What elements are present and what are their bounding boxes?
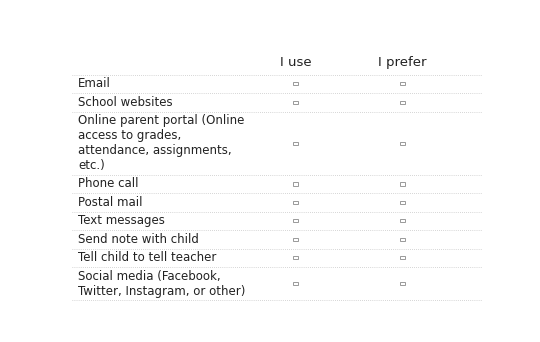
Bar [293, 101, 298, 104]
Bar [293, 256, 298, 260]
Bar [400, 82, 405, 86]
Text: Phone call: Phone call [78, 177, 138, 190]
Bar [400, 256, 405, 260]
Text: Send note with child: Send note with child [78, 233, 199, 246]
Bar [293, 182, 298, 185]
Text: Tell child to tell teacher: Tell child to tell teacher [78, 251, 217, 264]
Bar [293, 238, 298, 241]
Text: Twitter, Instagram, or other): Twitter, Instagram, or other) [78, 285, 245, 298]
Bar [293, 142, 298, 145]
Bar [293, 282, 298, 285]
Text: attendance, assignments,: attendance, assignments, [78, 144, 232, 157]
Text: Text messages: Text messages [78, 214, 165, 227]
Bar [400, 219, 405, 222]
Bar [400, 142, 405, 145]
Text: access to grades,: access to grades, [78, 129, 181, 142]
Text: Email: Email [78, 77, 111, 90]
Bar [400, 182, 405, 185]
Text: Social media (Facebook,: Social media (Facebook, [78, 270, 220, 283]
Bar [400, 282, 405, 285]
Bar [293, 219, 298, 222]
Text: I prefer: I prefer [378, 56, 427, 69]
Text: School websites: School websites [78, 96, 173, 109]
Text: Online parent portal (Online: Online parent portal (Online [78, 114, 244, 127]
Text: Postal mail: Postal mail [78, 196, 143, 209]
Text: I use: I use [280, 56, 312, 69]
Bar [293, 82, 298, 86]
Bar [400, 201, 405, 204]
Bar [400, 101, 405, 104]
Bar [400, 238, 405, 241]
Bar [293, 201, 298, 204]
Text: etc.): etc.) [78, 159, 105, 172]
